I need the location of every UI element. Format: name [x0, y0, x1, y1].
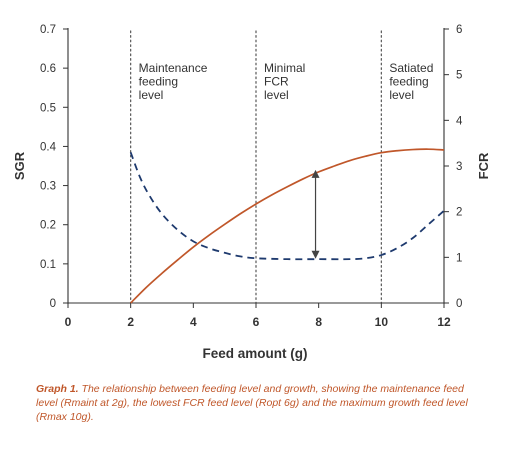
reference-label-0-line-2: level: [139, 88, 164, 102]
y-axis-label: SGR: [12, 151, 27, 180]
x-axis-label: Feed amount (g): [203, 346, 308, 361]
fcr-dashed-line: [129, 151, 445, 261]
y2-tick-label-2: 2: [456, 207, 462, 219]
reference-label-2-line-1: feeding: [389, 75, 428, 89]
x-tick-label-5: 10: [375, 315, 389, 329]
x-tick-label-0: 0: [65, 315, 72, 329]
y-tick-label-3: 0.3: [40, 181, 56, 193]
chart: MaintenancefeedinglevelMinimalFCRlevelSa…: [12, 24, 491, 361]
reference-label-2-line-0: Satiated: [389, 61, 433, 75]
x-tick-label-1: 2: [127, 315, 134, 329]
y2-tick-label-1: 1: [456, 252, 462, 264]
reference-label-1-line-2: level: [264, 88, 289, 102]
y-tick-label-4: 0.4: [40, 141, 57, 153]
series-group: [129, 148, 445, 304]
arrow-head-up: [311, 169, 320, 178]
reference-label-1-line-1: FCR: [264, 75, 289, 89]
x-tick-label-6: 12: [437, 315, 451, 329]
y2-tick-label-0: 0: [456, 298, 462, 310]
y-tick-label-0: 0: [50, 298, 56, 310]
y2-tick-label-5: 5: [456, 70, 462, 82]
reference-label-0-line-1: feeding: [139, 75, 178, 89]
reference-lines: [130, 30, 382, 304]
x-tick-label-3: 6: [253, 315, 260, 329]
y-tick-label-2: 0.2: [40, 220, 56, 232]
y-tick-label-6: 0.6: [40, 63, 56, 75]
sgr-line: [130, 148, 445, 304]
caption-lead: Graph 1.: [36, 383, 79, 395]
reference-label-0-line-0: Maintenance: [139, 61, 208, 75]
y2-axis-label: FCR: [476, 152, 491, 179]
annotations: [311, 169, 320, 259]
x-tick-label-4: 8: [315, 315, 322, 329]
y2-tick-label-3: 3: [456, 161, 462, 173]
arrow-head-down: [311, 250, 320, 259]
y-tick-label-5: 0.5: [40, 102, 56, 114]
reference-label-2-line-2: level: [389, 88, 414, 102]
figure-caption: Graph 1. The relationship between feedin…: [36, 382, 476, 424]
reference-labels: MaintenancefeedinglevelMinimalFCRlevelSa…: [139, 61, 434, 102]
y2-tick-label-6: 6: [456, 24, 462, 36]
reference-label-1-line-0: Minimal: [264, 61, 305, 75]
y2-tick-label-4: 4: [456, 115, 463, 127]
y-tick-label-1: 0.1: [40, 259, 56, 271]
y-tick-label-7: 0.7: [40, 24, 56, 36]
x-tick-label-2: 4: [190, 315, 197, 329]
caption-text: The relationship between feeding level a…: [36, 383, 468, 423]
